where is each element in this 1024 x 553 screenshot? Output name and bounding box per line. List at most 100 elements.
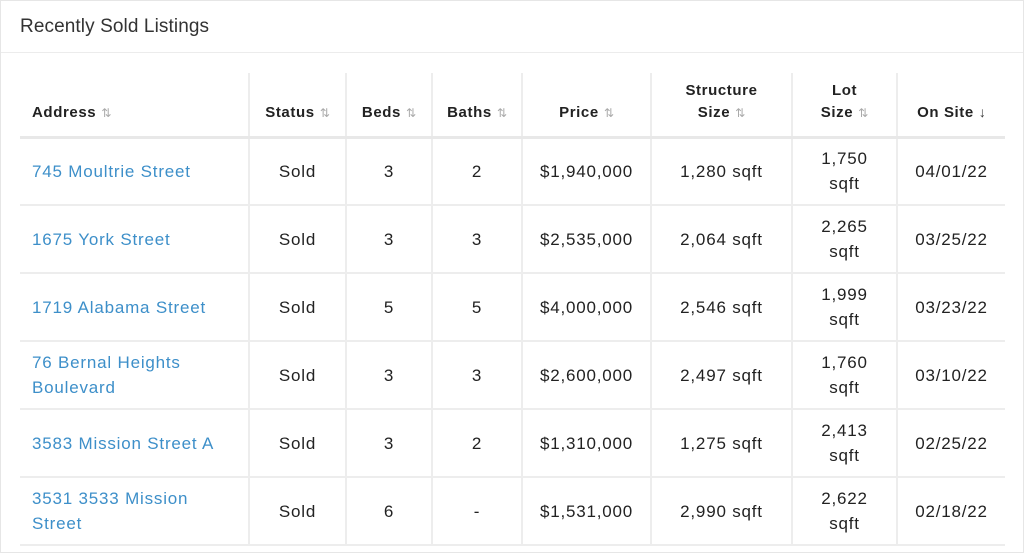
address-cell: 76 Bernal Heights Boulevard [20, 341, 250, 409]
column-header-label: Status [265, 103, 315, 121]
on-site-cell: 04/01/22 [915, 161, 988, 181]
lot-size-value: 2,622 [821, 489, 868, 508]
baths-cell: 3 [432, 341, 523, 409]
column-header-label-line1: Structure [685, 81, 758, 99]
beds-cell: 5 [346, 273, 433, 341]
column-header-address[interactable]: Address ⇅ [20, 73, 250, 137]
address-cell: 3583 Mission Street A [20, 409, 250, 477]
lot-size-value: 1,999 [821, 285, 868, 304]
lot-size-cell: 2,413 sqft [792, 409, 898, 477]
column-header-label: Baths [447, 103, 492, 121]
lot-size-value: 1,750 [821, 149, 868, 169]
sort-icon[interactable]: ⇅ [735, 105, 746, 120]
address-link[interactable]: 3583 Mission Street A [32, 433, 215, 453]
column-header-label-line1: Lot [831, 81, 858, 99]
lot-size-unit: sqft [829, 242, 860, 261]
beds-cell: 3 [346, 341, 433, 409]
lot-size-unit: sqft [829, 514, 860, 533]
structure-size-cell: 1,275 sqft [651, 409, 793, 477]
column-header-price[interactable]: Price ⇅ [522, 73, 652, 137]
column-header-baths[interactable]: Baths ⇅ [432, 73, 523, 137]
lot-size-cell: 1,999 sqft [792, 273, 898, 341]
column-header-label: On Site [917, 103, 974, 121]
sort-icon[interactable]: ⇅ [858, 105, 869, 120]
on-site-cell: 03/25/22 [915, 229, 988, 249]
panel-header: Recently Sold Listings [1, 1, 1023, 53]
on-site-cell: 02/25/22 [915, 433, 988, 453]
lot-size-unit: sqft [829, 310, 860, 329]
structure-size-cell: 2,497 sqft [651, 341, 793, 409]
status-cell: Sold [249, 137, 347, 205]
table-row: 1719 Alabama Street Sold 5 5 $4,000,000 2,546… [20, 273, 1005, 341]
address-link[interactable]: 1719 Alabama Street [32, 297, 206, 317]
address-link[interactable]: 1675 York Street [32, 229, 171, 249]
on-site-cell: 02/18/22 [915, 501, 988, 521]
column-header-label: Price [559, 103, 599, 121]
lot-size-unit: sqft [829, 446, 860, 465]
beds-cell: 3 [346, 409, 433, 477]
lot-size-cell: 2,622 sqft [792, 477, 898, 545]
lot-size-cell: 1,750 sqft [792, 137, 898, 205]
address-cell: 745 Moultrie Street [20, 137, 250, 205]
column-header-label: Size [697, 103, 731, 121]
lot-size-cell: 1,760 sqft [792, 341, 898, 409]
table-row: 1675 York Street Sold 3 3 $2,535,000 2,064 sq… [20, 205, 1005, 273]
sort-icon[interactable]: ⇅ [319, 105, 330, 120]
address-cell: 1675 York Street [20, 205, 250, 273]
column-header-beds[interactable]: Beds ⇅ [346, 73, 433, 137]
sold-listings-table: Address ⇅ Status ⇅ Beds ⇅ Baths ⇅ Price ⇅ Structur… [20, 73, 1005, 546]
address-link[interactable]: 3531 3533 Mission Street [32, 489, 189, 533]
address-link[interactable]: 76 Bernal Heights Boulevard [32, 353, 181, 397]
status-cell: Sold [249, 273, 347, 341]
baths-cell: 2 [432, 409, 523, 477]
lot-size-value: 2,265 [821, 217, 868, 236]
column-header-structure-size[interactable]: Structure Size ⇅ [651, 73, 793, 137]
structure-size-cell: 2,064 sqft [651, 205, 793, 273]
price-cell: $4,000,000 [522, 273, 652, 341]
column-header-lot-size[interactable]: Lot Size ⇅ [792, 73, 898, 137]
panel-title: Recently Sold Listings [20, 15, 210, 37]
baths-cell: 5 [432, 273, 523, 341]
structure-size-cell: 2,546 sqft [651, 273, 793, 341]
price-cell: $1,940,000 [522, 137, 652, 205]
price-cell: $2,600,000 [522, 341, 652, 409]
column-header-status[interactable]: Status ⇅ [249, 73, 347, 137]
sort-down-icon[interactable]: ↓ [978, 103, 986, 120]
address-cell: 1719 Alabama Street [20, 273, 250, 341]
lot-size-unit: sqft [829, 378, 860, 397]
table-row: 3531 3533 Mission Street Sold 6- $1,531,000… [20, 477, 1005, 545]
price-cell: $2,535,000 [522, 205, 652, 273]
column-header-on-site[interactable]: On Site ↓ [897, 73, 1005, 137]
sort-icon[interactable]: ⇅ [496, 105, 507, 120]
beds-cell: 3 [346, 205, 433, 273]
table-body: 745 Moultrie Street Sold 3 2 $1,940,000 1,280… [20, 137, 1005, 545]
status-cell: Sold [249, 409, 347, 477]
table-row: 3583 Mission Street A Sold 3 2 $1,310,000 1,2… [20, 409, 1005, 477]
structure-size-cell: 2,990 sqft [651, 477, 793, 545]
table-header-row: Address ⇅ Status ⇅ Beds ⇅ Baths ⇅ Price ⇅ Structur… [20, 73, 1005, 137]
table-row: 745 Moultrie Street Sold 3 2 $1,940,000 1,280… [20, 137, 1005, 205]
status-cell: Sold [249, 341, 347, 409]
baths-cell: 2 [432, 137, 523, 205]
baths-cell: 3 [432, 205, 523, 273]
address-link[interactable]: 745 Moultrie Street [32, 161, 191, 181]
status-cell: Sold [249, 205, 347, 273]
column-header-label: Size [820, 103, 854, 121]
lot-size-cell: 2,265 sqft [792, 205, 898, 273]
beds-cell: 6 [346, 477, 433, 545]
table-row: 76 Bernal Heights Boulevard Sold 3 3 $2,600,… [20, 341, 1005, 409]
lot-size-value: 1,760 [821, 353, 868, 372]
sort-icon[interactable]: ⇅ [101, 105, 112, 120]
sort-icon[interactable]: ⇅ [406, 105, 417, 120]
baths-cell: - [432, 477, 523, 545]
price-cell: $1,310,000 [522, 409, 652, 477]
beds-cell: 3 [346, 137, 433, 205]
sort-icon[interactable]: ⇅ [603, 105, 614, 120]
column-header-label: Address [32, 103, 97, 121]
lot-size-unit: sqft [829, 174, 860, 194]
on-site-cell: 03/10/22 [915, 365, 988, 385]
structure-size-cell: 1,280 sqft [651, 137, 793, 205]
status-cell: Sold [249, 477, 347, 545]
column-header-label: Beds [361, 103, 402, 121]
